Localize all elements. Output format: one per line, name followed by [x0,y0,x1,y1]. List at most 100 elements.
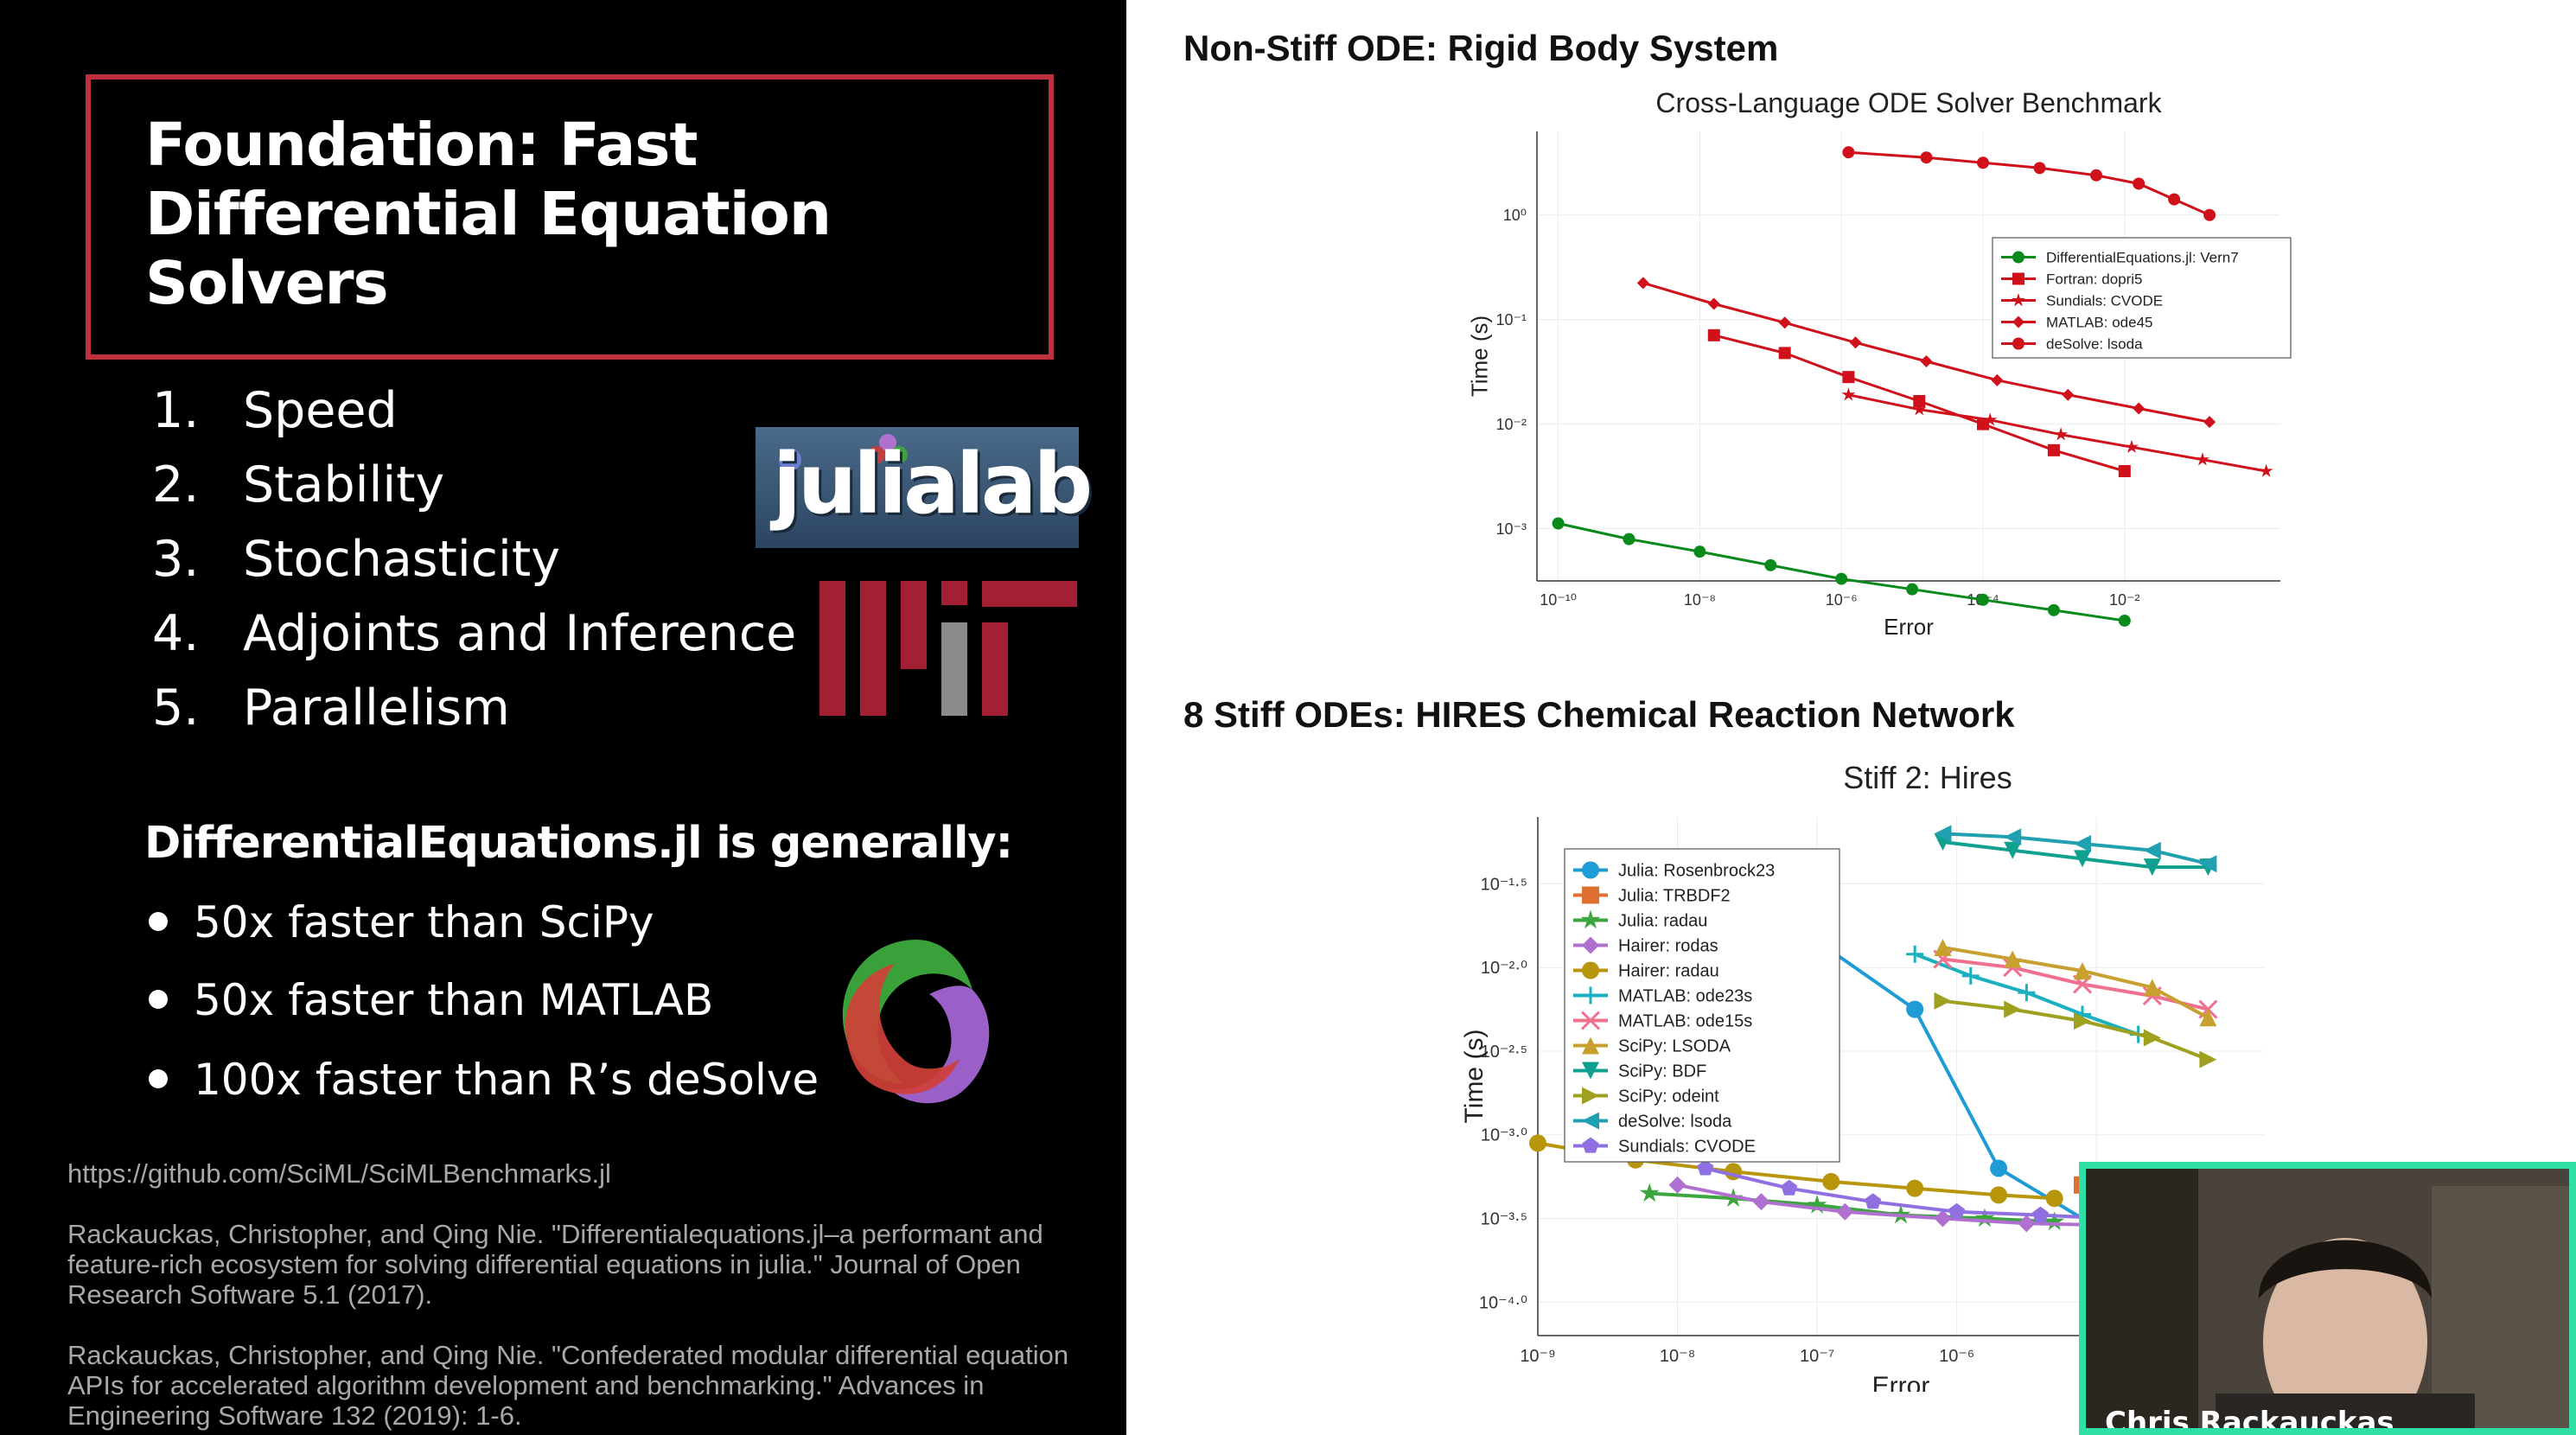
list-item-parallelism: 5. Parallelism [152,679,510,737]
data-point [2012,293,2025,307]
data-point [1977,593,1989,606]
series-line [1649,1191,2055,1224]
list-text: Stochasticity [243,531,560,588]
series [1933,949,2218,1019]
data-point [1636,277,1649,290]
data-point [1974,1208,1995,1228]
data-point [1623,533,1636,545]
data-point [2118,465,2131,478]
list-text: Speed [243,382,398,439]
x-tick-label: 10⁻⁶ [1826,591,1858,609]
data-point [1934,825,1952,843]
y-tick-label: 10⁻³·⁰ [1481,1126,1527,1145]
julialab-wordmark: julialab [773,436,1093,533]
data-point [2118,614,2131,627]
data-point [1906,583,1919,596]
y-axis-label: Time (s) [1466,316,1492,397]
legend-label: SciPy: LSODA [1618,1037,1731,1056]
series [1906,945,2147,1043]
list-number: 5. [152,679,200,737]
data-point [2032,1206,2049,1222]
series [1842,146,2216,221]
series [1636,277,2216,429]
data-point [1582,1137,1599,1153]
series-line [1942,957,2209,1011]
data-point [2018,1215,2036,1233]
list-number: 1. [152,382,200,439]
data-point [2074,1012,2091,1030]
data-point [1906,945,1924,963]
bullet-matlab: 50x faster than MATLAB [149,975,713,1025]
y-tick-label: 10⁻³ [1495,520,1527,538]
data-point [2143,858,2161,877]
x-tick-label: 10⁻⁶ [1939,1347,1974,1366]
y-tick-label: 10⁻¹ [1495,311,1527,328]
data-point [2054,427,2069,441]
data-point [1906,1000,1924,1018]
legend-label: SciPy: BDF [1618,1062,1706,1081]
data-point [2004,1000,2022,1018]
data-point [2012,337,2024,350]
data-point [1977,418,1989,430]
benchmarks-link[interactable]: https://github.com/SciML/SciMLBenchmarks… [67,1158,611,1189]
data-point [1990,1186,2008,1204]
legend-box [1992,237,2292,359]
section2-title: 8 Stiff ODEs: HIRES Chemical Reaction Ne… [1183,694,2015,735]
list-number: 3. [152,531,200,588]
legend-label: Fortran: dopri5 [2046,271,2143,287]
data-point [1912,402,1927,416]
data-point [1697,1159,1714,1176]
data-point [2143,979,2161,997]
data-point [1836,1202,1854,1221]
x-tick-label: 10⁻² [2109,591,2140,609]
data-point [2018,984,2036,1002]
series [1552,517,2131,627]
legend-label: MATLAB: ode45 [2046,314,2152,330]
data-point [1822,1172,1840,1190]
x-tick-label: 10⁻⁷ [1800,1347,1834,1366]
data-point [2044,1211,2065,1231]
data-point [1552,517,1565,530]
data-point [2203,416,2216,429]
data-point [1906,1179,1924,1197]
data-point [1582,936,1599,954]
y-tick-label: 10⁻³·⁵ [1481,1210,1527,1229]
series [1934,992,2217,1068]
chart-title: Stiff 2: Hires [1843,760,2012,795]
list-text: Adjoints and Inference [243,605,797,662]
data-point [1580,1011,1601,1030]
legend-label: Sundials: CVODE [2046,292,2163,309]
series-line [1677,1183,2111,1228]
legend: DifferentialEquations.jl: Vern7 Fortran: … [1992,237,2292,359]
data-point [1991,373,2004,386]
x-tick-label: 10⁻⁹ [1520,1347,1555,1366]
data-point [1977,156,1989,169]
data-point [2090,169,2103,182]
data-point [2012,272,2024,285]
bullet-scipy: 50x faster than SciPy [149,897,654,947]
legend-label: MATLAB: ode23s [1618,987,1752,1006]
y-tick-label: 10⁰ [1503,207,1527,224]
data-point [1580,909,1601,929]
data-point [2047,603,2060,616]
data-point [1841,387,1856,401]
data-point [2133,177,2146,190]
webcam-feed: Chris Rackauckas [2079,1162,2576,1435]
series [1707,328,2131,478]
data-point [2195,452,2209,466]
data-point [1781,1179,1798,1196]
list-item-stability: 2. Stability [152,456,444,513]
data-point [1842,146,1855,159]
data-point [1948,1202,1966,1219]
data-point [1582,1062,1599,1080]
x-axis-label: Error [1884,614,1934,640]
data-point [1668,1176,1687,1194]
data-point [2133,402,2146,415]
data-point [2143,1029,2161,1047]
legend: Julia: Rosenbrock23 Julia: TRBDF2 Julia: r… [1564,848,1840,1163]
y-tick-label: 10⁻¹·⁵ [1481,875,1527,894]
legend-label: Hairer: rodas [1618,937,1718,956]
data-point [1582,1036,1599,1055]
y-tick-label: 10⁻⁴·⁰ [1479,1293,1527,1312]
data-point [1778,347,1791,360]
